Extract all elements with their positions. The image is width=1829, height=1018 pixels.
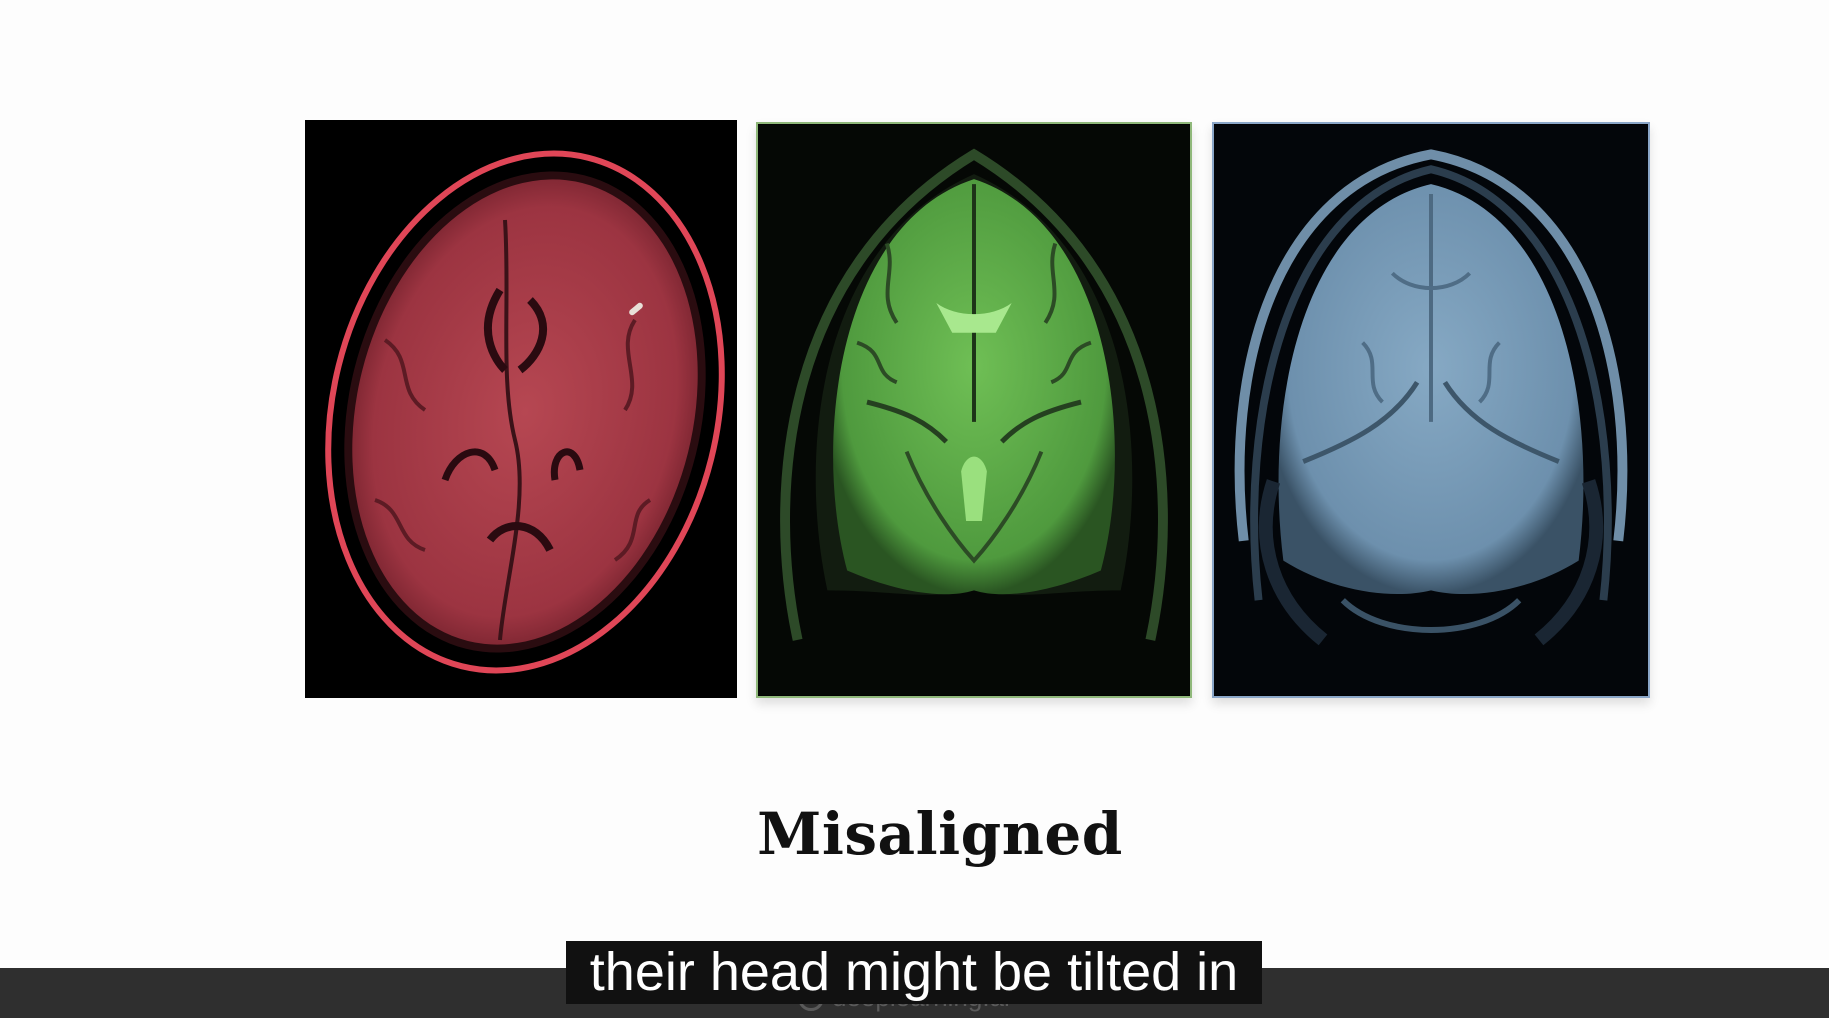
subtitle-caption: their head might be tilted in bbox=[566, 941, 1262, 1004]
green-coronal-mri-image bbox=[756, 122, 1192, 698]
green-coronal-mri-graphic bbox=[758, 124, 1190, 696]
blue-coronal-mri-image bbox=[1212, 122, 1650, 698]
red-axial-mri-graphic bbox=[305, 120, 737, 698]
red-axial-mri-image bbox=[305, 120, 737, 698]
slide-title: Misaligned bbox=[757, 800, 1123, 868]
blue-coronal-mri-graphic bbox=[1214, 124, 1648, 696]
